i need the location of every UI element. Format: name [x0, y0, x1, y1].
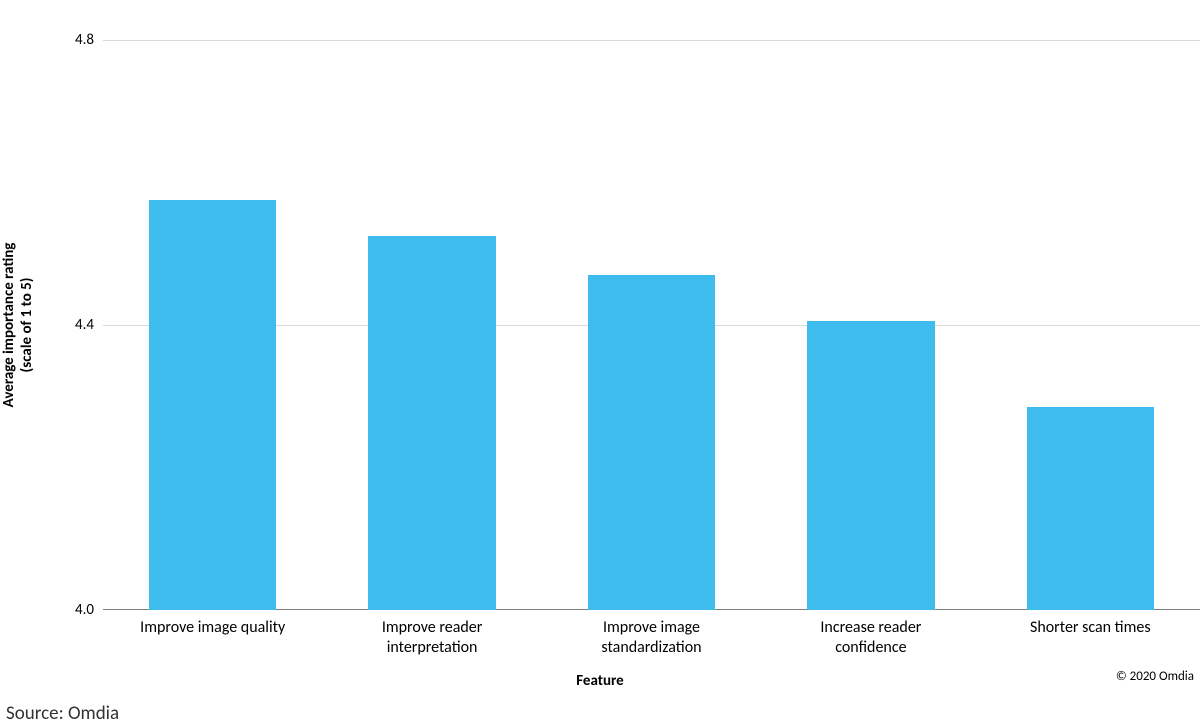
chart-container: Average importance rating (scale of 1 to… [0, 0, 1200, 727]
bar [368, 236, 495, 610]
bar [807, 321, 934, 610]
category-label-line: Improve reader [322, 618, 541, 638]
y-tick-label-2: 4.8 [75, 31, 94, 49]
category-label: Shorter scan times [981, 618, 1200, 638]
bar [588, 275, 715, 610]
category-label-line: interpretation [322, 638, 541, 658]
category-label-line: Improve image quality [103, 618, 322, 638]
category-label-line: Improve image [542, 618, 761, 638]
y-axis-title-line1: Average importance rating [0, 243, 18, 408]
y-tick-label-1: 4.4 [75, 316, 94, 334]
source-text: Source: Omdia [6, 702, 119, 725]
category-label: Improve readerinterpretation [322, 618, 541, 658]
bar [1027, 407, 1154, 610]
gridline [103, 40, 1200, 41]
y-tick-label-0: 4.0 [75, 601, 94, 619]
category-label: Improve imagestandardization [542, 618, 761, 658]
category-label: Improve image quality [103, 618, 322, 638]
y-axis-title-line2: (scale of 1 to 5) [18, 243, 36, 408]
category-label: Increase readerconfidence [761, 618, 980, 658]
x-axis-title: Feature [0, 672, 1200, 690]
category-label-line: confidence [761, 638, 980, 658]
plot-area [103, 40, 1200, 610]
category-label-line: standardization [542, 638, 761, 658]
copyright-text: © 2020 Omdia [1116, 669, 1194, 684]
bar [149, 200, 276, 610]
category-label-line: Shorter scan times [981, 618, 1200, 638]
y-axis-title: Average importance rating (scale of 1 to… [0, 243, 36, 408]
category-label-line: Increase reader [761, 618, 980, 638]
